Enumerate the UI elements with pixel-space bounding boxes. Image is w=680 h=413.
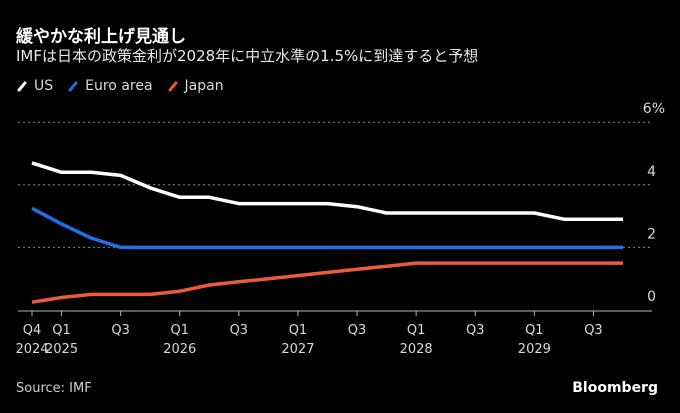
y-axis-labels: 0 2 4 6%: [643, 101, 665, 305]
x-tick-year-label: 2026: [163, 342, 196, 357]
series-lines: [31, 161, 623, 304]
x-axis: Q4 2024 Q1 2025 Q3 Q1 2026 Q3 Q1 2027 Q3 Q1 2028 Q3 Q1…: [15, 310, 652, 357]
x-tick-label: Q3: [348, 323, 367, 338]
legend-item-us: US: [16, 78, 53, 94]
y-tick-label: 6%: [643, 101, 665, 117]
legend-item-japan: Japan: [167, 78, 224, 94]
x-tick-label: Q1: [52, 323, 71, 338]
legend-label-japan: Japan: [184, 78, 224, 94]
x-tick-year-label: 2029: [518, 342, 551, 357]
series-line-us: [31, 161, 623, 221]
y-tick-label: 2: [647, 226, 656, 242]
legend-item-euro-area: Euro area: [67, 78, 153, 94]
x-tick-year-label: 2025: [45, 342, 78, 357]
series-line-japan: [31, 261, 623, 304]
x-tick-label: Q3: [111, 323, 130, 338]
source-note: Source: IMF: [16, 381, 92, 396]
y-tick-label: 4: [647, 164, 656, 180]
x-tick-label: Q3: [230, 323, 249, 338]
legend-label-us: US: [34, 78, 54, 94]
x-tick-year-label: 2024: [15, 342, 48, 357]
gridlines: [18, 121, 652, 248]
chart-subtitle: IMFは日本の政策金利が2028年に中立水準の1.5%に到達すると予想: [16, 47, 479, 65]
x-tick-label: Q3: [466, 323, 485, 338]
x-tick-label: Q4: [23, 323, 42, 338]
x-tick-label: Q1: [525, 323, 544, 338]
legend-label-euro-area: Euro area: [85, 78, 153, 94]
chart-title: 緩やかな利上げ見通し: [16, 27, 186, 47]
x-tick-label: Q1: [170, 323, 189, 338]
x-tick-year-label: 2027: [281, 342, 314, 357]
x-tick-year-label: 2028: [400, 342, 433, 357]
legend: US Euro area Japan: [16, 78, 224, 94]
x-tick-label: Q3: [584, 323, 603, 338]
bloomberg-logo: Bloomberg: [572, 380, 658, 396]
series-line-euro-area: [31, 206, 623, 250]
x-tick-label: Q1: [289, 323, 308, 338]
y-tick-label: 0: [647, 289, 656, 305]
x-tick-label: Q1: [407, 323, 426, 338]
